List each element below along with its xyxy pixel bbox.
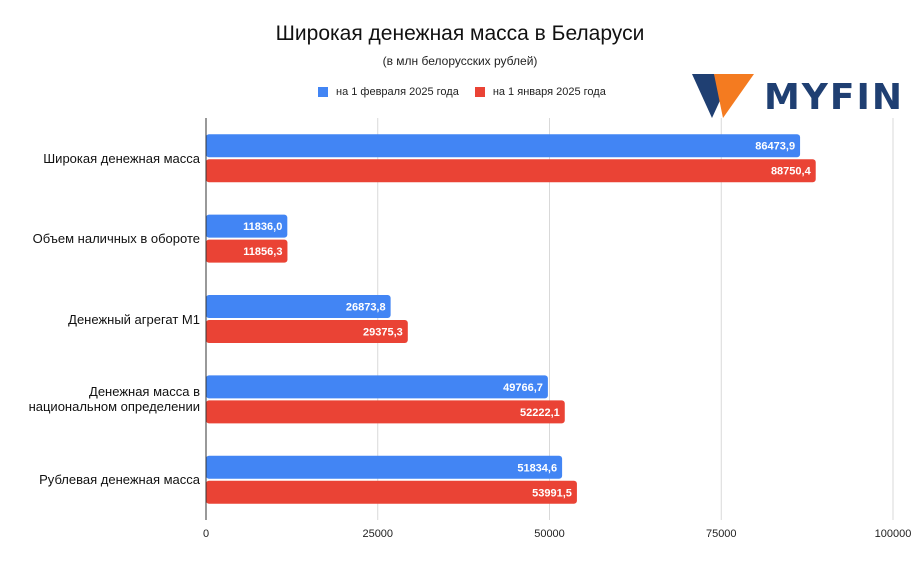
category-label: Денежная масса в национальном определени… <box>28 384 200 415</box>
category-label: Широкая денежная масса <box>43 150 200 166</box>
bar[interactable] <box>206 295 391 318</box>
bar[interactable] <box>206 375 548 399</box>
x-tick-label: 0 <box>202 528 210 540</box>
bar[interactable] <box>206 320 408 343</box>
bar-value-label: 53991,5 <box>532 487 572 499</box>
bar[interactable] <box>206 159 816 183</box>
myfin-logo-icon <box>692 74 754 118</box>
bar[interactable] <box>206 400 565 424</box>
bar[interactable] <box>206 239 288 263</box>
bar-value-label: 49766,7 <box>503 382 543 394</box>
chart-title: Широкая денежная масса в Беларуси <box>275 22 645 45</box>
legend-item-feb[interactable]: на 1 февраля 2025 года <box>318 86 459 98</box>
legend-item-jan[interactable]: на 1 января 2025 года <box>474 86 606 98</box>
legend-swatch-jan <box>474 87 485 97</box>
bar-value-label: 26873,8 <box>346 302 386 314</box>
myfin-logo: MYFIN <box>692 72 904 122</box>
legend-swatch-feb <box>318 87 328 97</box>
x-tick-label: 75000 <box>705 528 737 540</box>
category-label: Денежный агрегат М1 <box>68 311 200 327</box>
bar-value-label: 51834,6 <box>517 462 557 474</box>
bar-value-label: 86473,9 <box>755 141 795 153</box>
bar-value-label: 52222,1 <box>520 407 560 419</box>
bar[interactable] <box>206 455 563 479</box>
bar-value-label: 29375,3 <box>363 327 403 339</box>
bar[interactable] <box>206 480 577 504</box>
x-tick-label: 100000 <box>874 528 912 540</box>
x-tick-label: 50000 <box>534 528 565 540</box>
bar[interactable] <box>206 214 288 238</box>
legend-label-feb: на 1 февраля 2025 года <box>336 86 459 98</box>
category-label: Рублевая денежная масса <box>39 472 200 488</box>
bar[interactable] <box>206 134 801 158</box>
x-tick-label: 25000 <box>362 528 394 540</box>
bar-value-label: 88750,4 <box>771 166 812 178</box>
category-label: Объем наличных в обороте <box>32 231 200 247</box>
chart-subtitle: (в млн белорусских рублей) <box>382 54 538 68</box>
legend-label-jan: на 1 января 2025 года <box>492 86 606 98</box>
bar-value-label: 11856,3 <box>243 246 282 258</box>
logo-text: MYFIN <box>763 76 904 118</box>
legend: на 1 февраля 2025 года на 1 января 2025 … <box>318 86 622 98</box>
bar-value-label: 11836,0 <box>243 221 282 233</box>
